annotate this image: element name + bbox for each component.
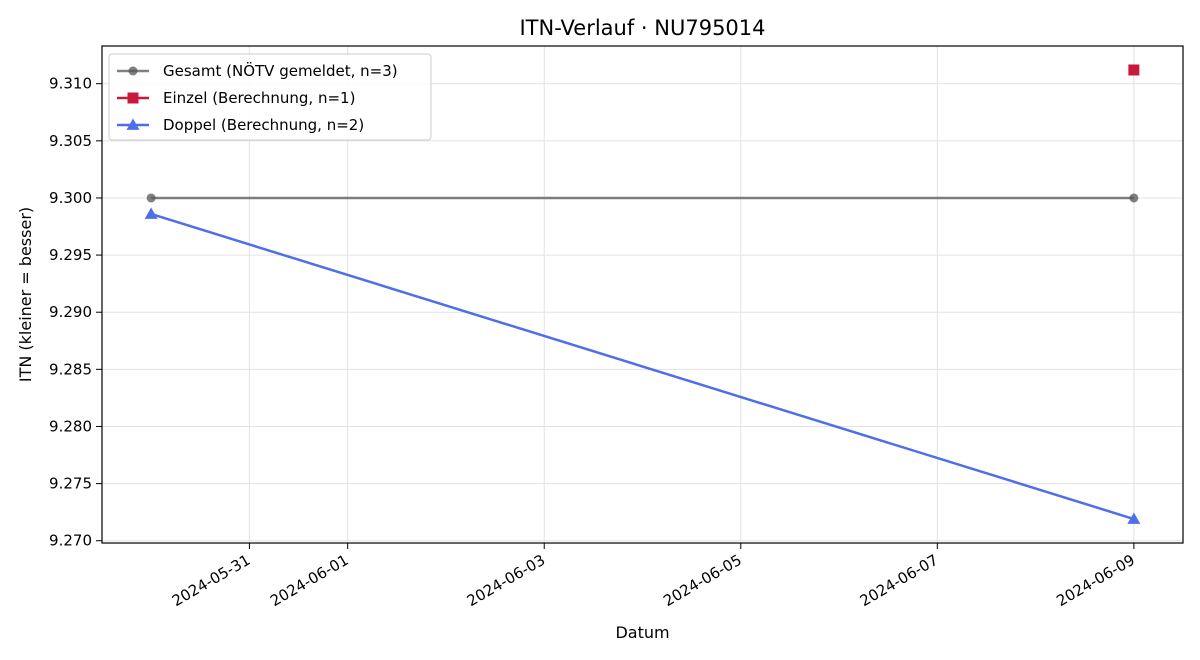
- chart-title: ITN-Verlauf · NU795014: [519, 16, 765, 40]
- legend-marker: [127, 92, 139, 104]
- y-tick-label: 9.290: [49, 303, 92, 321]
- series-1: [1128, 64, 1140, 76]
- legend-label: Einzel (Berechnung, n=1): [163, 89, 355, 107]
- data-point: [1127, 512, 1141, 524]
- series-layer: [144, 64, 1141, 524]
- y-tick-label: 9.270: [49, 532, 92, 550]
- legend-box: [108, 53, 432, 141]
- y-tick-label: 9.305: [49, 132, 92, 150]
- data-point: [144, 207, 158, 219]
- legend-marker: [128, 66, 138, 76]
- data-point: [146, 193, 156, 203]
- legend-label: Doppel (Berechnung, n=2): [163, 116, 364, 134]
- x-axis-label: Datum: [615, 623, 669, 642]
- y-tick-label: 9.300: [49, 189, 92, 207]
- series-2: [144, 207, 1141, 524]
- data-point: [1129, 193, 1139, 203]
- y-tick-label: 9.275: [49, 475, 92, 493]
- legend: Gesamt (NÖTV gemeldet, n=3) Einzel (Berec…: [108, 53, 432, 141]
- plot-frame: [101, 45, 1184, 544]
- y-tick-label: 9.280: [49, 417, 92, 435]
- legend-label: Gesamt (NÖTV gemeldet, n=3): [163, 61, 398, 80]
- y-tick-label: 9.310: [49, 75, 92, 93]
- y-axis-label: ITN (kleiner = besser): [16, 207, 35, 382]
- series-line: [150, 212, 1135, 521]
- legend-marker: [126, 118, 140, 130]
- y-tick-label: 9.285: [49, 360, 92, 378]
- data-point: [1128, 64, 1140, 76]
- y-tick-label: 9.295: [49, 246, 92, 264]
- series-0: [146, 193, 1139, 203]
